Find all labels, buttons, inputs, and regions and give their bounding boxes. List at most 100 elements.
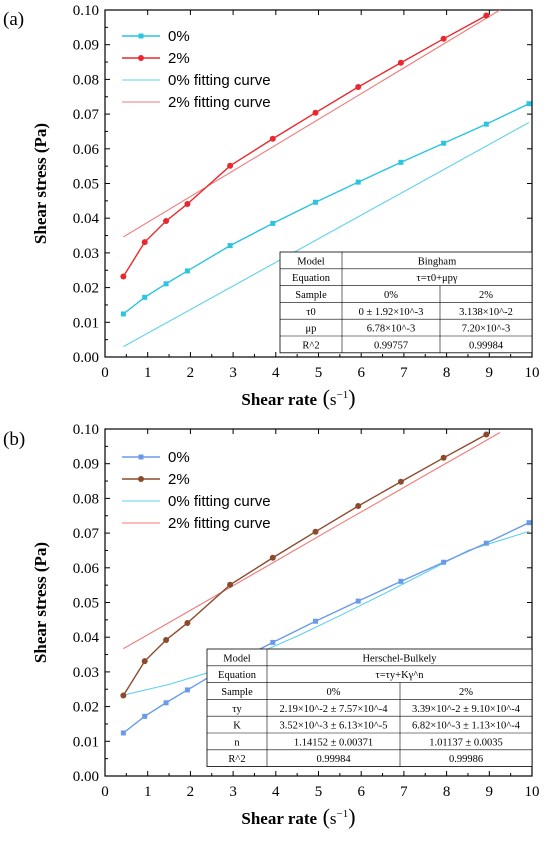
y-axis-title: Shear stress (Pa) xyxy=(31,542,50,663)
table-cell: 3.39×10^-2 ± 9.10×10^-4 xyxy=(412,704,521,715)
table-cell: 0 ± 1.92×10^-3 xyxy=(359,307,424,318)
x-tick-label: 3 xyxy=(229,784,237,800)
legend-label: 2% xyxy=(168,50,190,67)
y-tick-label: 0.05 xyxy=(73,177,99,193)
y-tick-label: 0.02 xyxy=(73,281,99,297)
x-axis-unit-exponent: −1 xyxy=(337,389,349,401)
legend-marker-square xyxy=(138,454,144,460)
x-axis-paren-open: ( xyxy=(317,804,330,829)
table-row-label: τy xyxy=(232,704,242,715)
table-cell: 0.99986 xyxy=(449,754,483,765)
y-tick-label: 0.08 xyxy=(73,491,99,507)
data-point-circle xyxy=(312,528,319,535)
legend-label: 0% xyxy=(168,28,190,45)
x-axis-title-text: Shear rate xyxy=(241,809,317,828)
legend-label: 2% xyxy=(168,471,190,488)
data-point-square xyxy=(526,101,532,107)
x-tick-label: 5 xyxy=(315,784,323,800)
series-line-fit-3 xyxy=(123,10,501,238)
table-cell: 2% xyxy=(479,290,493,301)
table-cell: 0.99984 xyxy=(469,340,504,351)
chart-panel-b: (b) 0 1 2 3 4 5 6 7 8 9 10 0.00 0.01 0.02 0.03 0.04 0.05 0… xyxy=(0,420,550,840)
data-point-square xyxy=(270,220,276,226)
y-tick-label: 0.01 xyxy=(73,315,99,331)
table-row-label: Sample xyxy=(221,687,253,698)
data-point-square xyxy=(526,520,532,526)
x-tick-label: 0 xyxy=(101,365,109,381)
table-cell: 0.99757 xyxy=(374,340,408,351)
data-point-square xyxy=(227,243,233,249)
table-row-label: Sample xyxy=(295,290,327,301)
y-tick-label: 0.10 xyxy=(73,3,99,19)
data-point-circle xyxy=(120,273,127,280)
x-tick-label: 4 xyxy=(272,784,280,800)
table-merged-cell: Bingham xyxy=(418,256,457,267)
x-axis-paren-open: ( xyxy=(317,385,330,410)
data-point-circle xyxy=(141,658,148,665)
data-point-circle xyxy=(163,217,170,224)
x-tick-label: 2 xyxy=(187,784,195,800)
series-line-0 xyxy=(122,103,530,315)
legend-marker-circle xyxy=(138,476,144,482)
x-axis-unit-exponent: −1 xyxy=(337,808,349,820)
data-point-circle xyxy=(440,454,447,461)
y-tick-label: 0.09 xyxy=(73,38,99,54)
data-point-square xyxy=(483,540,489,546)
x-tick-label: 1 xyxy=(144,365,152,381)
chart-a-svg: (a) 0 1 2 3 4 5 6 7 8 9 10 0.00 0.01 0.02 0.03 0.04 0.05 0… xyxy=(3,3,540,410)
y-tick-label: 0.03 xyxy=(73,665,99,681)
series-line-0 xyxy=(122,522,530,734)
table-merged-cell: Herschel-Bulkely xyxy=(362,653,437,664)
legend-label: 0% fitting curve xyxy=(168,72,271,89)
table-row-label: μp xyxy=(306,324,317,335)
y-tick-label: 0.06 xyxy=(73,142,100,158)
x-tick-label: 4 xyxy=(272,365,280,381)
table-cell: 2.19×10^-2 ± 7.57×10^-4 xyxy=(280,704,389,715)
data-point-circle xyxy=(163,636,170,643)
x-tick-label: 10 xyxy=(525,365,540,381)
table-cell: 1.14152 ± 0.00371 xyxy=(294,737,373,748)
x-tick-label: 7 xyxy=(400,365,408,381)
x-tick-label: 8 xyxy=(443,365,451,381)
x-tick-label: 5 xyxy=(315,365,323,381)
data-point-circle xyxy=(227,162,234,169)
table-frame xyxy=(206,648,533,767)
x-tick-label: 8 xyxy=(443,784,451,800)
x-tick-label: 7 xyxy=(400,784,408,800)
legend-label: 0% xyxy=(168,449,190,466)
data-point-circle xyxy=(184,200,191,207)
data-point-square xyxy=(142,713,148,719)
y-tick-label: 0.07 xyxy=(73,526,100,542)
y-tick-label: 0.07 xyxy=(73,107,100,123)
data-point-circle xyxy=(269,135,276,142)
x-tick-label: 6 xyxy=(357,784,365,800)
y-tick-label: 0.00 xyxy=(73,769,99,785)
x-tick-label: 1 xyxy=(144,784,152,800)
y-axis-title: Shear stress (Pa) xyxy=(31,123,50,244)
table-cell: 6.82×10^-3 ± 1.13×10^-4 xyxy=(412,721,521,732)
x-axis-title: Shear rate (s−1) xyxy=(241,804,355,829)
y-tick-label: 0.08 xyxy=(73,72,99,88)
x-axis-paren-close: ) xyxy=(348,385,355,410)
parameter-table: Model Herschel-Bulkely Equation τ=τy+Kγ^n Sa… xyxy=(206,648,533,767)
data-point-circle xyxy=(141,239,148,246)
series-line-fit-3 xyxy=(123,431,501,650)
plot-area xyxy=(120,10,532,348)
x-axis-title-text: Shear rate xyxy=(241,390,317,409)
legend-label: 0% fitting curve xyxy=(168,493,271,510)
data-point-circle xyxy=(483,431,490,438)
table-cell: 6.78×10^-3 xyxy=(367,324,415,335)
table-merged-cell: τ=τy+Kγ^n xyxy=(376,670,425,681)
table-merged-cell: τ=τ0+μpγ xyxy=(416,273,457,284)
data-point-square xyxy=(142,294,148,300)
table-cell: 3.138×10^-2 xyxy=(459,307,513,318)
data-point-circle xyxy=(483,12,490,19)
table-row-label: n xyxy=(234,737,240,748)
table-cell: 0.99984 xyxy=(316,754,351,765)
data-point-square xyxy=(483,121,489,127)
data-point-square xyxy=(441,140,447,146)
data-point-square xyxy=(398,159,404,165)
table-cell: 0% xyxy=(327,687,341,698)
panel-label: (a) xyxy=(3,9,24,30)
data-point-square xyxy=(270,639,276,645)
